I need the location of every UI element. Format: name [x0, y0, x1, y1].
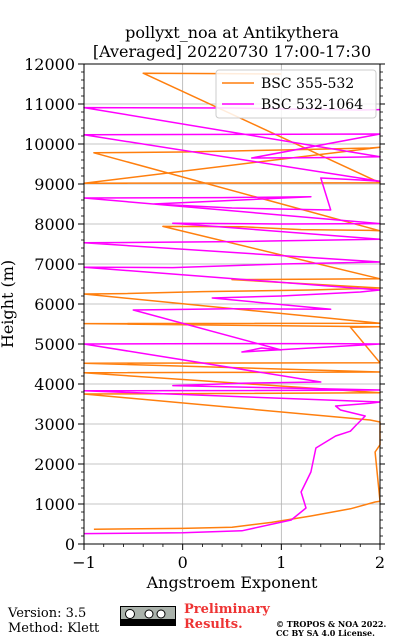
legend-label-bsc-532-1064: BSC 532-1064	[261, 97, 363, 113]
y-tick-label: 8000	[34, 215, 75, 234]
y-tick-label: 3000	[34, 415, 75, 434]
series-line-bsc-532-1064	[83, 106, 381, 535]
x-tick-label: −1	[72, 553, 96, 572]
y-tick-label: 2000	[34, 455, 75, 474]
y-axis-label: Height (m)	[0, 260, 17, 348]
version-text: Version: 3.5	[8, 606, 87, 621]
x-tick-label: 1	[276, 553, 286, 572]
y-tick-label: 5000	[34, 335, 75, 354]
y-tick-label: 0	[65, 535, 75, 554]
y-tick-label: 7000	[34, 255, 75, 274]
preliminary-notice: Preliminary Results.	[184, 602, 270, 632]
cc-by-sa-icon	[120, 606, 176, 626]
series-line-bsc-355-532	[83, 72, 381, 530]
method-text: Method: Klett	[8, 621, 100, 636]
preliminary-line-2: Results.	[184, 617, 243, 632]
legend-box	[215, 69, 377, 119]
copyright-line-2: CC BY SA 4.0 License.	[276, 628, 375, 638]
y-tick-label: 6000	[34, 295, 75, 314]
series-layer	[83, 72, 381, 535]
y-tick-label: 9000	[34, 175, 75, 194]
legend-label-bsc-355-532: BSC 355-532	[261, 76, 354, 92]
grid	[83, 63, 381, 545]
x-tick-label: 0	[178, 553, 188, 572]
axes: 0 1000 2000 3000 4000 5000 6000 7000 8000 9000 100…	[24, 55, 385, 572]
copyright-notice: © TROPOS & NOA 2022. CC BY SA 4.0 Licens…	[276, 620, 386, 638]
x-tick-label: 2	[375, 553, 385, 572]
y-tick-label: 10000	[24, 135, 75, 154]
copyright-line-1: © TROPOS & NOA 2022.	[276, 619, 387, 629]
y-tick-label: 12000	[24, 55, 75, 74]
legend: BSC 355-532 BSC 532-1064	[215, 69, 377, 119]
chart-title: pollyxt_noa at Antikythera	[125, 23, 339, 42]
x-axis-label: Angstroem Exponent	[146, 573, 318, 592]
y-tick-label: 1000	[34, 495, 75, 514]
y-tick-label: 11000	[24, 95, 75, 114]
y-tick-label: 4000	[34, 375, 75, 394]
chart-subtitle: [Averaged] 20220730 17:00-17:30	[93, 42, 371, 61]
preliminary-line-1: Preliminary	[184, 602, 270, 617]
